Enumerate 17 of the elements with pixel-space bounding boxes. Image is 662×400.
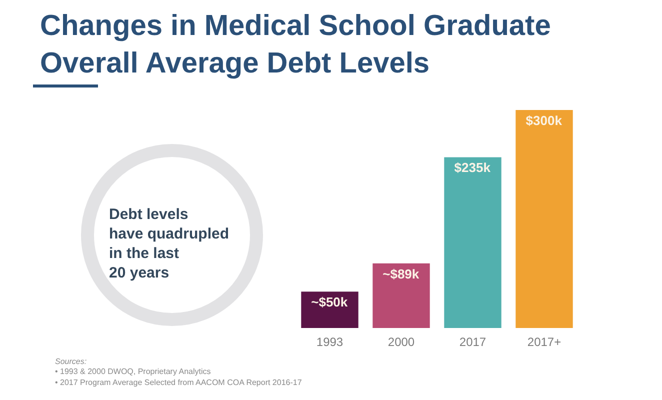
data-label: $300k: [526, 113, 563, 128]
data-label: $235k: [454, 160, 492, 176]
x-tick-label: 1993: [316, 335, 344, 349]
text: • 1993 & 2000 DWOQ, Proprietary Analytics: [55, 367, 211, 376]
bar: [301, 292, 358, 328]
chart-title: Changes in Medical School Graduate Overall Average Debt Levels: [40, 10, 551, 80]
x-tick-label: 2017+: [527, 335, 562, 349]
x-tick-label: 2000: [388, 335, 415, 349]
text: • 2017 Program Average Selected from AACOM COA Report 2016-17: [55, 378, 302, 387]
text: Debt levels have quadrupled in the last 20 years: [109, 206, 230, 282]
bar: [372, 263, 430, 328]
data-label: ~$89k: [382, 266, 420, 282]
bar: [444, 157, 502, 328]
bar: [516, 110, 573, 328]
x-tick-label: 2017: [459, 335, 486, 349]
data-label: ~$50k: [311, 294, 348, 310]
source-note: Sources:: [55, 357, 87, 366]
